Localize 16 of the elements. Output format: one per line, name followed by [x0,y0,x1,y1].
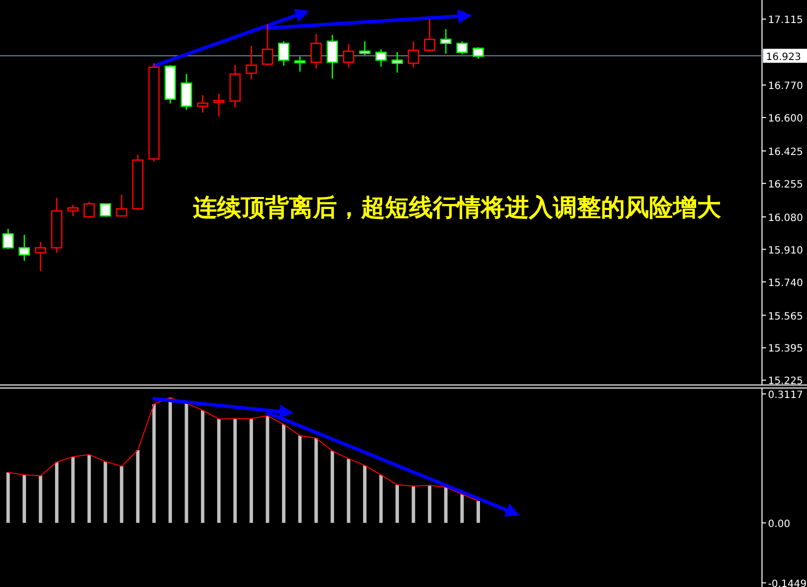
y-tick-label: 16.080 [768,212,803,224]
y-tick-label: 15.395 [768,344,803,355]
y-tick-label: 0.00 [768,518,790,530]
y-tick-label: 16.600 [768,114,803,125]
y-tick-label: 15.565 [768,311,803,322]
y-tick-label: 15.910 [768,245,803,256]
y-tick-label: 16.425 [768,146,803,158]
y-tick-label: 15.740 [768,278,803,289]
y-tick-label: 15.225 [768,376,803,388]
y-tick-label: 16.770 [768,81,803,92]
ref-line-label: 16.923 [766,52,801,63]
y-tick-label: 17.115 [768,15,803,26]
y-tick-label: 0.3117 [768,390,803,401]
annotation: 连续顶背离后，超短线行情将进入调整的风险增大 [192,194,722,222]
y-tick-label: 16.255 [768,179,803,190]
y-tick-label: -0.1449 [768,578,807,587]
